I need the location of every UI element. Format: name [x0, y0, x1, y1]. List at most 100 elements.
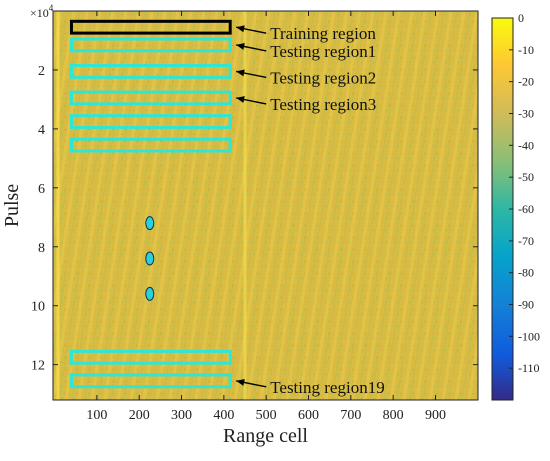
- texture-stripe: [402, 11, 466, 400]
- y-axis-exponent: ×104: [30, 3, 54, 20]
- texture-stripe: [370, 11, 432, 400]
- y-tick-label: 8: [38, 241, 45, 256]
- x-tick-label: 700: [340, 408, 361, 423]
- texture-stripe: [441, 162, 478, 400]
- region-box: [69, 349, 232, 365]
- y-axis-label: Pulse: [1, 184, 23, 227]
- texture-stripe: [396, 11, 458, 400]
- texture-stripe: [220, 11, 284, 400]
- texture-stripe: [435, 123, 478, 400]
- bright-column: [243, 11, 247, 400]
- ellipsis-dot: [145, 251, 155, 266]
- texture-stripe: [292, 11, 354, 400]
- region-box: [69, 137, 232, 153]
- region-box-training-region: [69, 19, 232, 35]
- x-axis-label: Range cell: [223, 425, 308, 447]
- texture-stripe: [53, 11, 76, 158]
- annotation-arrowhead: [236, 96, 245, 103]
- colorbar-tick-label: 0: [518, 11, 524, 25]
- texture-stripe: [376, 11, 440, 400]
- texture-stripe: [357, 11, 419, 400]
- y-tick-label: 6: [38, 182, 45, 197]
- region-box-testing-region1: [69, 37, 232, 53]
- texture-stripe: [350, 11, 414, 400]
- texture-stripe: [181, 11, 245, 400]
- texture-stripe: [246, 11, 310, 400]
- x-tick-label: 800: [383, 408, 404, 423]
- colorbar-tick-label: -80: [518, 266, 534, 280]
- texture-stripe: [253, 11, 315, 400]
- texture-stripe: [383, 11, 445, 400]
- texture-stripe: [285, 11, 349, 400]
- x-tick-label: 300: [171, 408, 192, 423]
- annotation-label: Testing region2: [270, 68, 376, 87]
- annotation-label: Testing region1: [270, 42, 376, 61]
- texture-stripe: [428, 78, 478, 400]
- colorbar-axis: 0 -10 -20 -30 -40 -50 -60 -70 -80 -90 -100 -110: [509, 11, 540, 375]
- texture-stripe: [415, 11, 478, 400]
- texture-stripe: [279, 11, 341, 400]
- colorbar-tick-label: -60: [518, 202, 534, 216]
- region-box-testing-region3: [69, 90, 232, 106]
- colorbar-tick-label: -100: [518, 329, 540, 343]
- region-box-testing-region19: [69, 373, 232, 389]
- texture-stripe: [409, 11, 471, 400]
- texture-stripe: [337, 11, 401, 400]
- colorbar-tick-label: -70: [518, 234, 534, 248]
- y-tick-label: 12: [31, 359, 45, 374]
- annotation-arrowhead: [236, 25, 245, 33]
- texture-stripe: [422, 39, 478, 400]
- x-tick-label: 200: [129, 408, 150, 423]
- texture-stripe: [240, 11, 302, 400]
- texture-stripe: [461, 292, 478, 400]
- region-boxes: [69, 19, 232, 389]
- y-axis: 2 4 6 8 10 12: [31, 64, 478, 374]
- ellipsis-dots: [145, 216, 155, 301]
- colorbar-tick-label: -90: [518, 298, 534, 312]
- bright-column: [56, 11, 60, 400]
- texture-stripe: [298, 11, 362, 400]
- texture-stripe: [324, 11, 388, 400]
- texture-stripe: [344, 11, 406, 400]
- texture-stripe: [272, 11, 336, 400]
- annotation-label: Training region: [270, 24, 376, 43]
- colorbar-tick-label: -20: [518, 75, 534, 89]
- texture-stripe: [227, 11, 289, 400]
- x-tick-label: 500: [256, 408, 277, 423]
- texture-stripe: [454, 246, 478, 400]
- texture-stripe: [188, 11, 250, 400]
- y-tick-label: 10: [31, 300, 45, 315]
- texture-stripe: [201, 11, 263, 400]
- texture-stripe: [331, 11, 393, 400]
- colorbar-tick-label: -10: [518, 43, 534, 57]
- annotation-arrowhead: [236, 69, 245, 77]
- x-axis: 100 200 300 400 500 600 700 800 900: [86, 11, 446, 423]
- texture-stripe: [305, 11, 367, 400]
- colorbar-tick-label: -110: [518, 361, 540, 375]
- texture-stripe: [363, 11, 427, 400]
- x-tick-label: 400: [213, 408, 234, 423]
- texture-stripe: [311, 11, 375, 400]
- x-tick-label: 600: [298, 408, 319, 423]
- plot-frame: [52, 10, 479, 401]
- texture-stripe: [448, 208, 478, 400]
- x-tick-label: 100: [86, 408, 107, 423]
- annotation-arrowhead: [236, 378, 245, 386]
- colorbar-tick-label: -50: [518, 170, 534, 184]
- y-tick-label: 4: [38, 123, 45, 138]
- texture-stripe: [389, 11, 453, 400]
- texture-stripe: [266, 11, 328, 400]
- colorbar-tick-label: -40: [518, 138, 534, 152]
- annotation-arrowhead: [236, 43, 245, 50]
- texture-stripe: [318, 11, 380, 400]
- region-box: [69, 114, 232, 129]
- colorbar-tick-label: -30: [518, 107, 534, 121]
- annotation-label: Testing region19: [270, 378, 384, 397]
- texture-stripe: [540, 11, 550, 400]
- texture-stripe: [259, 11, 323, 400]
- y-tick-label: 2: [38, 64, 45, 79]
- x-tick-label: 900: [425, 408, 446, 423]
